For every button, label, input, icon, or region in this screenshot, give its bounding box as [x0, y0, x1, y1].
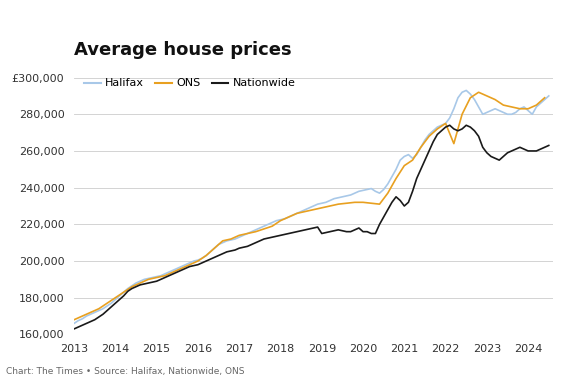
Text: Chart: The Times • Source: Halifax, Nationwide, ONS: Chart: The Times • Source: Halifax, Nati…: [6, 367, 244, 376]
Text: Average house prices: Average house prices: [74, 41, 292, 59]
Legend: Halifax, ONS, Nationwide: Halifax, ONS, Nationwide: [80, 74, 300, 93]
